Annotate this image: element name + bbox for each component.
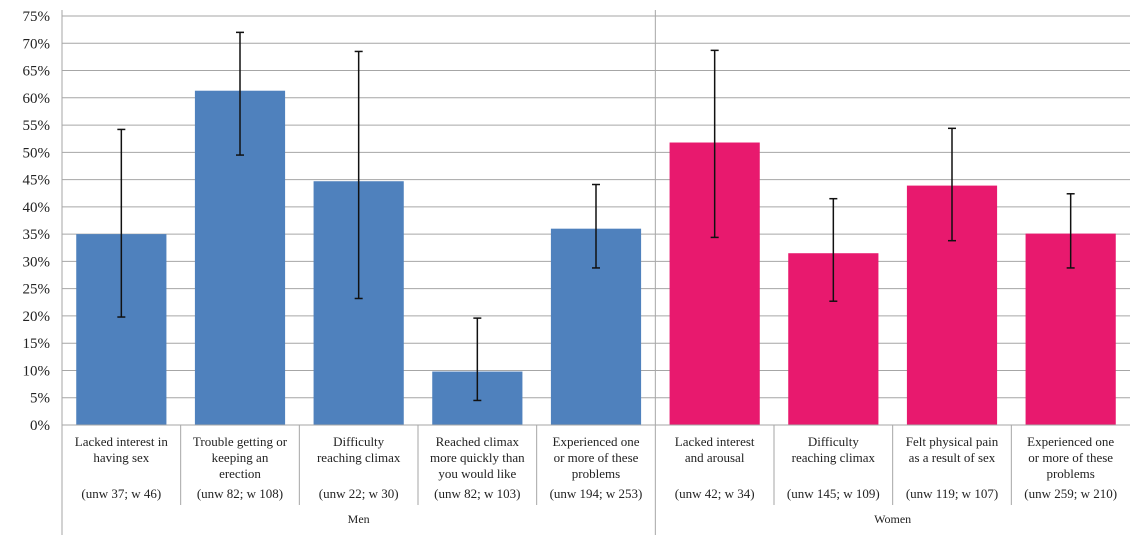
category-label: and arousal xyxy=(685,450,745,465)
category-label: Felt physical pain xyxy=(906,434,999,449)
y-tick-label: 15% xyxy=(23,336,51,352)
category-label: Trouble getting or xyxy=(193,434,288,449)
y-tick-label: 10% xyxy=(23,363,51,379)
sample-size-label: (unw 42; w 34) xyxy=(675,486,755,501)
category-label: Difficulty xyxy=(333,434,385,449)
group-label: Women xyxy=(874,512,911,526)
y-axis-ticks: 0% 5% 10% 15% 20% 25% 30% 35% 40% 45% 50% 55% 60% 65%… xyxy=(23,9,51,434)
y-tick-label: 20% xyxy=(23,309,51,325)
category-label: having sex xyxy=(93,450,149,465)
y-tick-label: 5% xyxy=(30,391,50,407)
category-label: you would like xyxy=(438,466,516,481)
category-label: more quickly than xyxy=(430,450,525,465)
category-label: as a result of sex xyxy=(909,450,996,465)
category-label: or more of these xyxy=(1028,450,1113,465)
y-tick-label: 60% xyxy=(23,91,51,107)
sample-size-label: (unw 145; w 109) xyxy=(787,486,880,501)
category-label: Experienced one xyxy=(1027,434,1114,449)
group-label: Men xyxy=(348,512,370,526)
category-label: erection xyxy=(219,466,261,481)
y-tick-label: 0% xyxy=(30,418,50,434)
y-tick-label: 55% xyxy=(23,118,51,134)
group-labels: Men Women xyxy=(348,512,912,526)
y-tick-label: 35% xyxy=(23,227,51,243)
y-tick-label: 40% xyxy=(23,200,51,216)
sample-size-label: (unw 82; w 103) xyxy=(434,486,520,501)
y-tick-label: 70% xyxy=(23,36,51,52)
sample-size-label: (unw 22; w 30) xyxy=(319,486,399,501)
category-label: Lacked interest in xyxy=(75,434,169,449)
category-label: Difficulty xyxy=(808,434,860,449)
sample-size-label: (unw 259; w 210) xyxy=(1024,486,1117,501)
category-label: Experienced one xyxy=(553,434,640,449)
sample-size-label: (unw 37; w 46) xyxy=(81,486,161,501)
y-tick-label: 45% xyxy=(23,173,51,189)
category-label: or more of these xyxy=(554,450,639,465)
y-tick-label: 65% xyxy=(23,64,51,80)
y-tick-label: 50% xyxy=(23,145,51,161)
category-label: problems xyxy=(572,466,620,481)
category-label: keeping an xyxy=(212,450,269,465)
error-bars xyxy=(117,31,1075,402)
y-tick-label: 25% xyxy=(23,282,51,298)
category-label: Lacked interest xyxy=(675,434,755,449)
category-label: reaching climax xyxy=(792,450,876,465)
category-label: reaching climax xyxy=(317,450,401,465)
y-tick-label: 75% xyxy=(23,9,51,25)
y-tick-label: 30% xyxy=(23,254,51,270)
axes xyxy=(61,10,1130,535)
sample-size-label: (unw 82; w 108) xyxy=(197,486,283,501)
sample-size-label: (unw 194; w 253) xyxy=(550,486,643,501)
sample-size-label: (unw 119; w 107) xyxy=(906,486,998,501)
category-label: Reached climax xyxy=(436,434,520,449)
category-label: problems xyxy=(1046,466,1094,481)
bars xyxy=(76,90,1116,425)
